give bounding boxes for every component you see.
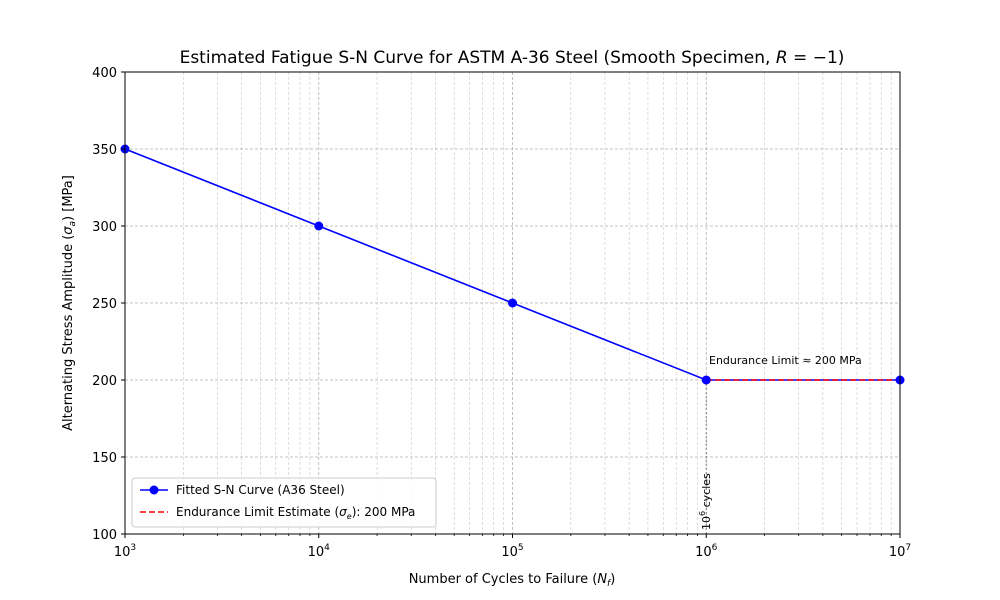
cycles-annotation: 106 cycles: [698, 473, 713, 530]
legend-label-endurance-limit: Endurance Limit Estimate (σe): 200 MPa: [176, 505, 415, 521]
axis-ticks: [121, 71, 901, 538]
data-markers: [120, 144, 905, 385]
series-lines: [124, 148, 900, 534]
legend-box: [131, 477, 437, 528]
annotations: Endurance Limit ≈ 200 MPa 106 cycles: [698, 354, 862, 530]
x-tick-label: 106: [695, 543, 718, 560]
x-tick-label: 104: [308, 543, 331, 560]
legend-marker-fitted-curve: [149, 485, 159, 495]
x-tick-label: 103: [114, 543, 136, 560]
y-tick-label: 300: [92, 220, 117, 235]
legend-label-fitted-curve: Fitted S-N Curve (A36 Steel): [176, 483, 345, 497]
data-point: [508, 298, 517, 308]
y-axis-label: Alternating Stress Amplitude (σa) [MPa]: [61, 175, 78, 431]
chart-title: Estimated Fatigue S-N Curve for ASTM A-3…: [180, 48, 845, 68]
endurance-limit-annotation: Endurance Limit ≈ 200 MPa: [709, 354, 862, 367]
data-point: [314, 221, 324, 231]
x-axis-label: Number of Cycles to Failure (Nf): [409, 572, 616, 589]
y-tick-label: 100: [92, 528, 117, 543]
y-tick-labels: 100 150 200 250 300 350 400: [92, 66, 117, 543]
y-tick-label: 250: [92, 297, 117, 312]
x-tick-label: 107: [889, 543, 911, 560]
x-tick-label: 105: [501, 543, 523, 560]
y-tick-label: 200: [92, 374, 117, 389]
data-point: [701, 375, 711, 385]
legend: Fitted S-N Curve (A36 Steel) Endurance L…: [131, 477, 437, 528]
x-tick-labels: 103 104 105 106 107: [114, 543, 911, 560]
y-tick-label: 150: [92, 451, 117, 466]
y-tick-label: 400: [92, 66, 117, 81]
y-tick-label: 350: [92, 143, 117, 158]
